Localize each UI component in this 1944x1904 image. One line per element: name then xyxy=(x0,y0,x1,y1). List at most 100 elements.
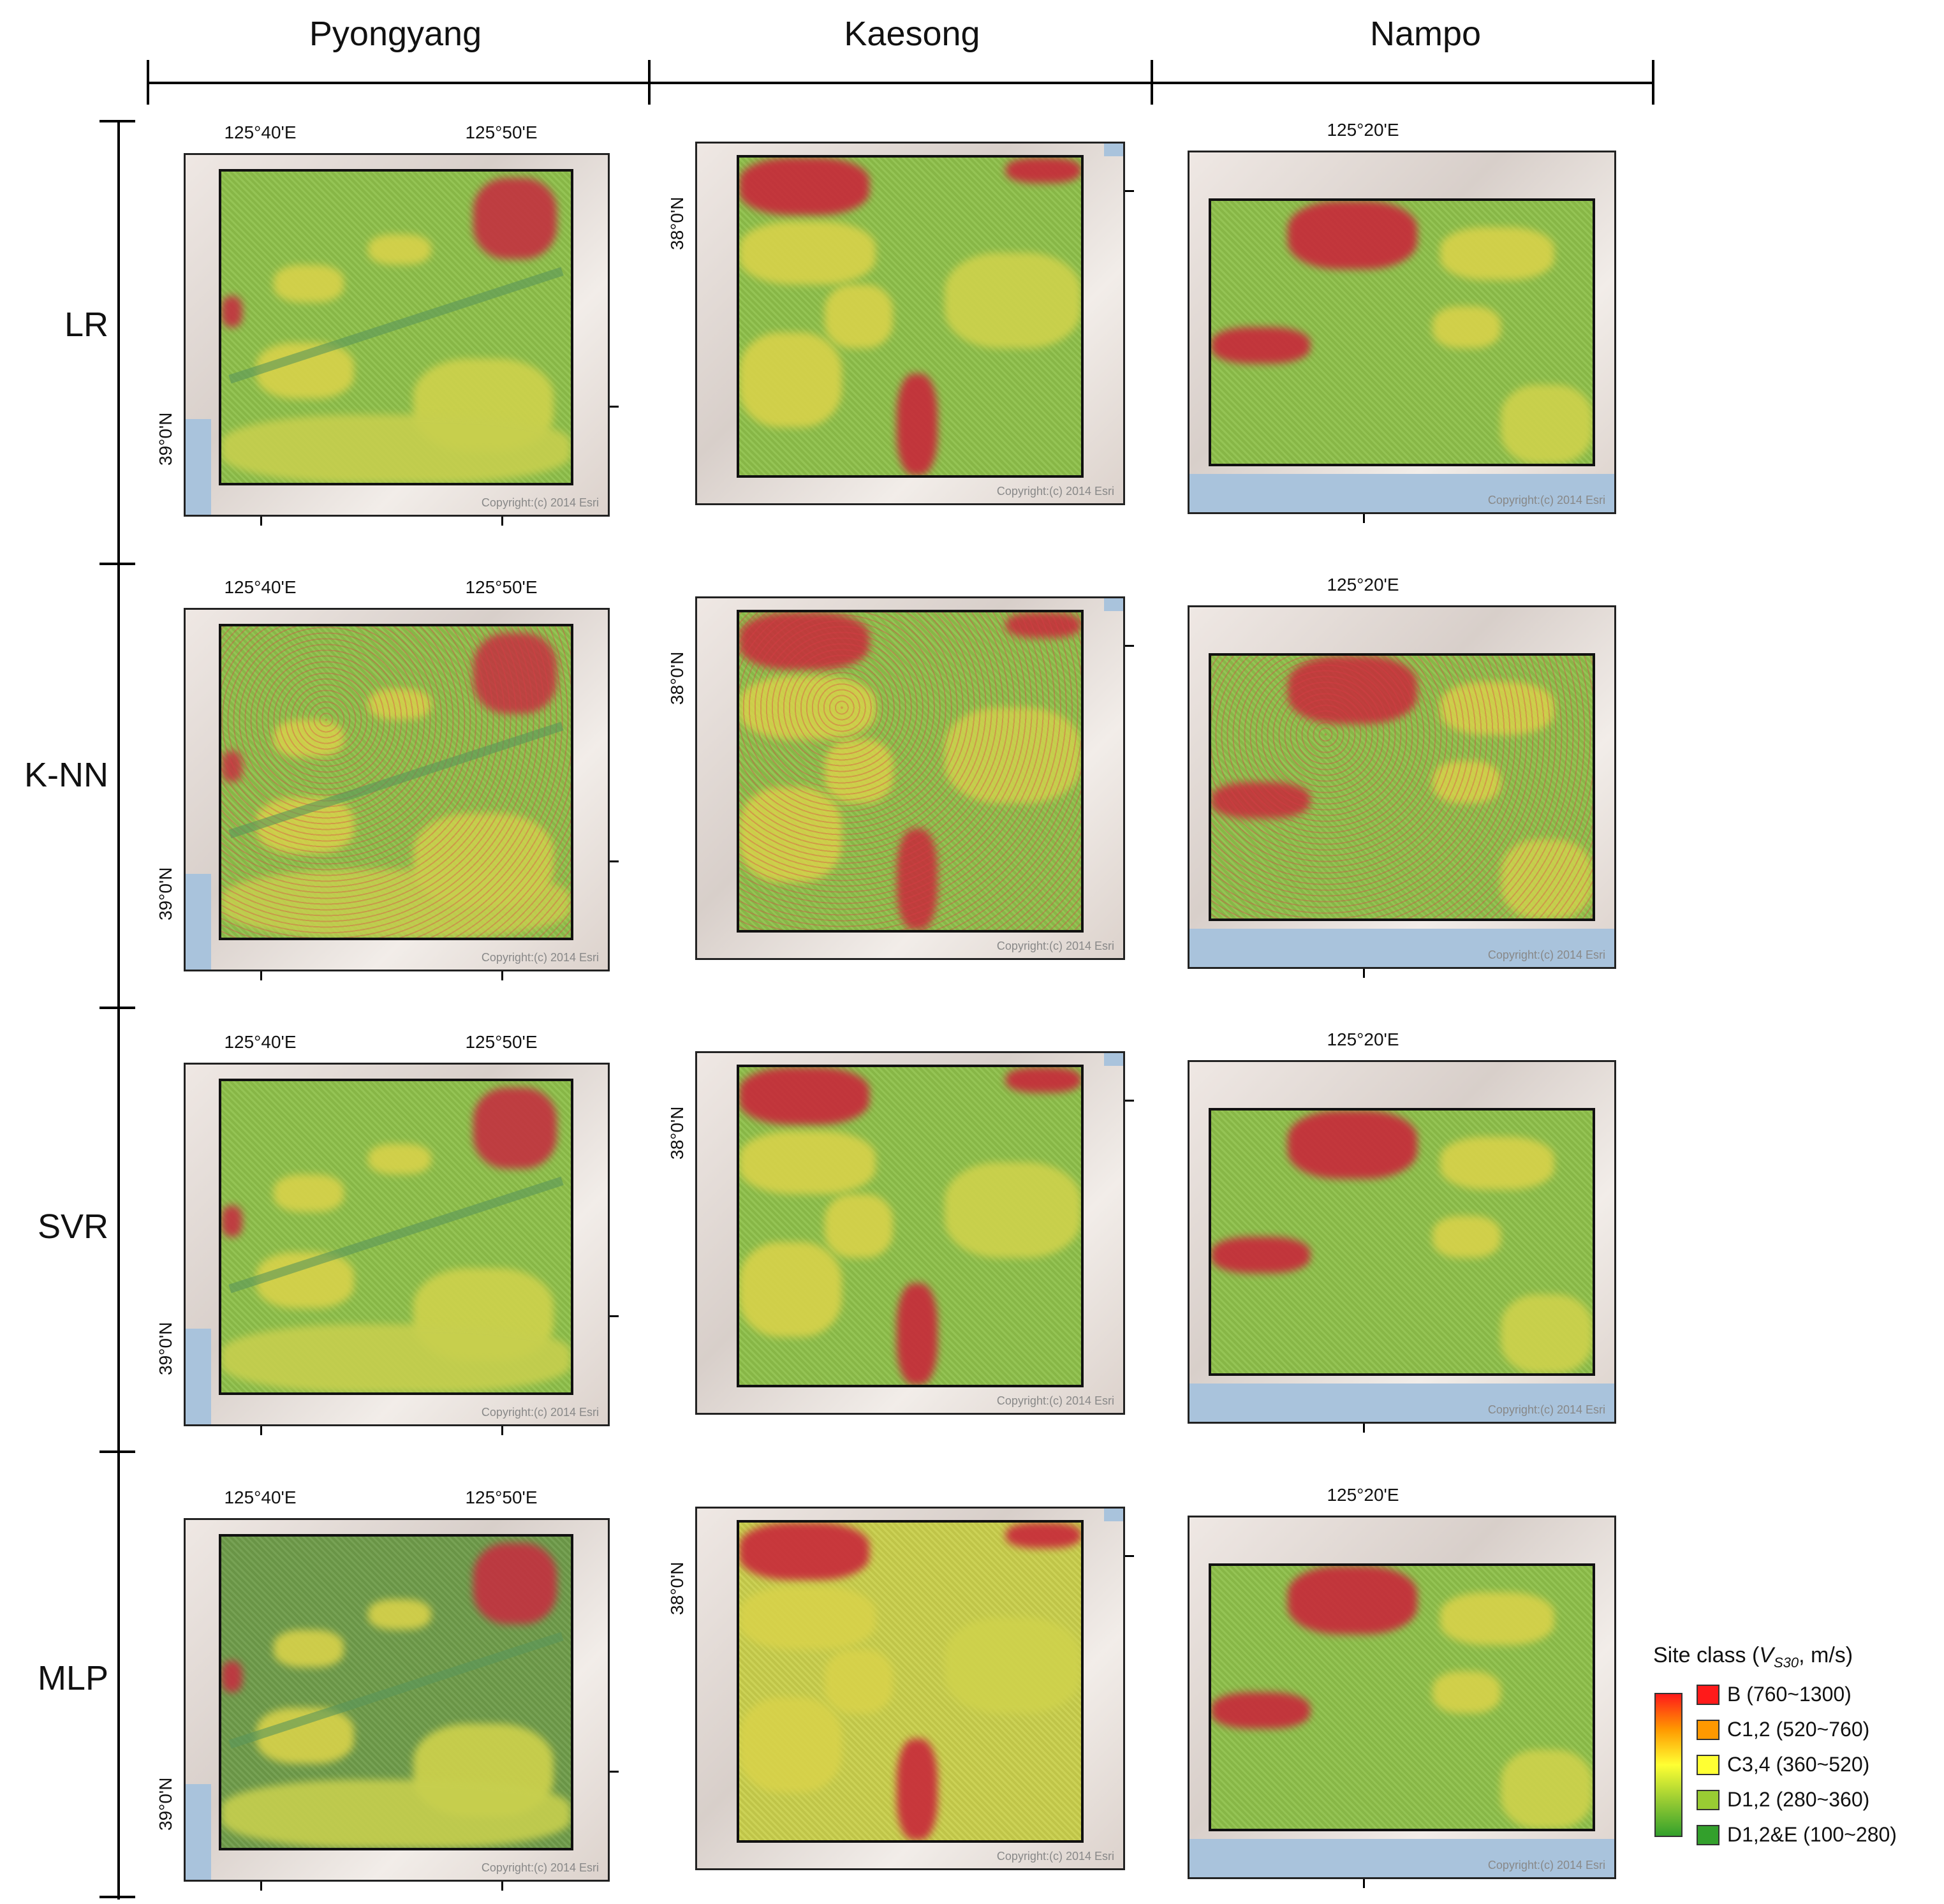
legend-swatch xyxy=(1697,1789,1719,1810)
row-bracket-tick xyxy=(99,1450,135,1453)
terrain-zone xyxy=(1432,1215,1501,1258)
copyright-text: Copyright:(c) 2014 Esri xyxy=(1487,494,1605,506)
copyright-text: Copyright:(c) 2014 Esri xyxy=(1487,1859,1605,1871)
terrain-zone xyxy=(1501,1750,1593,1829)
terrain-zone xyxy=(274,1174,344,1212)
noise-overlay xyxy=(739,612,1081,930)
terrain-zone xyxy=(1501,385,1593,464)
terrain-zone xyxy=(221,1324,571,1392)
terrain-zone xyxy=(739,158,869,215)
map-panel-kaesong-mlp: Copyright:(c) 2014 Esri xyxy=(695,1507,1125,1870)
latitude-label-pyongyang: 39°0'N xyxy=(156,1322,175,1375)
longitude-label-nampo: 125°20'E xyxy=(1327,1485,1399,1505)
terrain-zone xyxy=(1006,612,1081,638)
water-area xyxy=(1189,1839,1614,1877)
row-bracket-tick xyxy=(99,1007,135,1009)
longitude-label-pyongyang: 125°40'E xyxy=(224,577,297,597)
legend-swatch xyxy=(1697,1754,1719,1775)
terrain-zone xyxy=(1006,1523,1081,1548)
longitude-label-pyongyang: 125°50'E xyxy=(465,1032,538,1052)
site-class-map xyxy=(1209,1563,1595,1831)
terrain-zone xyxy=(1006,1067,1081,1093)
row-label-mlp: MLP xyxy=(37,1659,108,1697)
axis-tick xyxy=(1363,514,1365,523)
terrain-zone xyxy=(739,1130,876,1195)
terrain-zone xyxy=(739,612,869,670)
terrain-zone xyxy=(739,332,842,428)
terrain-zone xyxy=(368,1598,431,1630)
terrain-zone xyxy=(1287,1566,1417,1635)
axis-tick xyxy=(501,971,503,980)
water-area xyxy=(1189,929,1614,967)
axis-tick xyxy=(260,1882,262,1891)
legend-swatch xyxy=(1697,1684,1719,1705)
terrain-zone xyxy=(1287,201,1417,270)
site-class-map xyxy=(219,1079,573,1395)
legend-item: D1,2 (280~360) xyxy=(1697,1788,1869,1812)
terrain-zone xyxy=(473,177,557,259)
terrain-zone xyxy=(1440,682,1555,735)
row-label-lr: LR xyxy=(64,306,108,344)
terrain-zone xyxy=(274,720,344,757)
terrain-zone xyxy=(274,265,344,302)
terrain-zone xyxy=(473,632,557,714)
water-area xyxy=(186,874,211,970)
water-area xyxy=(1104,1509,1123,1521)
terrain-zone xyxy=(825,739,894,803)
water-area xyxy=(1104,598,1123,611)
legend-label: C1,2 (520~760) xyxy=(1727,1718,1870,1741)
legend-color-ramp xyxy=(1654,1693,1683,1837)
legend-item: C1,2 (520~760) xyxy=(1697,1718,1869,1741)
site-class-map xyxy=(1209,653,1595,921)
terrain-zone xyxy=(473,1087,557,1169)
terrain-zone xyxy=(1501,839,1593,919)
water-area xyxy=(1104,144,1123,156)
terrain-zone xyxy=(944,253,1081,348)
terrain-zone xyxy=(739,1523,869,1580)
terrain-zone xyxy=(739,786,842,883)
legend-item: D1,2&E (100~280) xyxy=(1697,1823,1897,1847)
map-panel-nampo-svr: Copyright:(c) 2014 Esri xyxy=(1188,1060,1616,1424)
map-panel-pyongyang-svr: Copyright:(c) 2014 Esri xyxy=(184,1063,610,1426)
water-area xyxy=(1104,1053,1123,1066)
map-panel-pyongyang-mlp: Copyright:(c) 2014 Esri xyxy=(184,1518,610,1882)
legend-label: C3,4 (360~520) xyxy=(1727,1753,1870,1776)
latitude-label-kaesong: 38°0'N xyxy=(667,196,687,250)
legend-item: C3,4 (360~520) xyxy=(1697,1753,1869,1776)
map-panel-nampo-knn: Copyright:(c) 2014 Esri xyxy=(1188,605,1616,969)
map-panel-kaesong-svr: Copyright:(c) 2014 Esri xyxy=(695,1051,1125,1415)
row-bracket-tick xyxy=(99,563,135,565)
terrain-zone xyxy=(221,869,571,938)
terrain-zone xyxy=(739,1067,869,1125)
latitude-label-kaesong: 38°0'N xyxy=(667,651,687,705)
terrain-zone xyxy=(221,1779,571,1848)
map-panel-pyongyang-lr: Copyright:(c) 2014 Esri xyxy=(184,153,610,517)
terrain-zone xyxy=(1432,1671,1501,1713)
latitude-label-pyongyang: 39°0'N xyxy=(156,1777,175,1831)
site-class-map xyxy=(737,1520,1084,1843)
axis-tick xyxy=(610,1771,619,1773)
axis-tick xyxy=(260,517,262,526)
axis-tick xyxy=(1363,1424,1365,1433)
terrain-zone xyxy=(473,1542,557,1624)
terrain-zone xyxy=(739,1586,876,1650)
copyright-text: Copyright:(c) 2014 Esri xyxy=(1487,948,1605,961)
legend-item: B (760~1300) xyxy=(1697,1683,1852,1706)
terrain-zone xyxy=(274,1630,344,1667)
site-class-map xyxy=(737,610,1084,933)
terrain-zone xyxy=(896,373,938,475)
terrain-zone xyxy=(944,1618,1081,1713)
terrain-zone xyxy=(1440,227,1555,280)
terrain-zone xyxy=(221,1661,242,1692)
terrain-zone xyxy=(896,1283,938,1385)
axis-tick xyxy=(260,971,262,980)
longitude-label-pyongyang: 125°50'E xyxy=(465,122,538,142)
site-class-map xyxy=(1209,198,1595,466)
longitude-label-pyongyang: 125°40'E xyxy=(224,1487,297,1507)
map-panel-kaesong-lr: Copyright:(c) 2014 Esri xyxy=(695,142,1125,505)
axis-tick xyxy=(1363,1879,1365,1888)
longitude-label-nampo: 125°20'E xyxy=(1327,1029,1399,1049)
terrain-zone xyxy=(1287,1111,1417,1179)
terrain-zone xyxy=(944,707,1081,803)
axis-tick xyxy=(610,860,619,862)
